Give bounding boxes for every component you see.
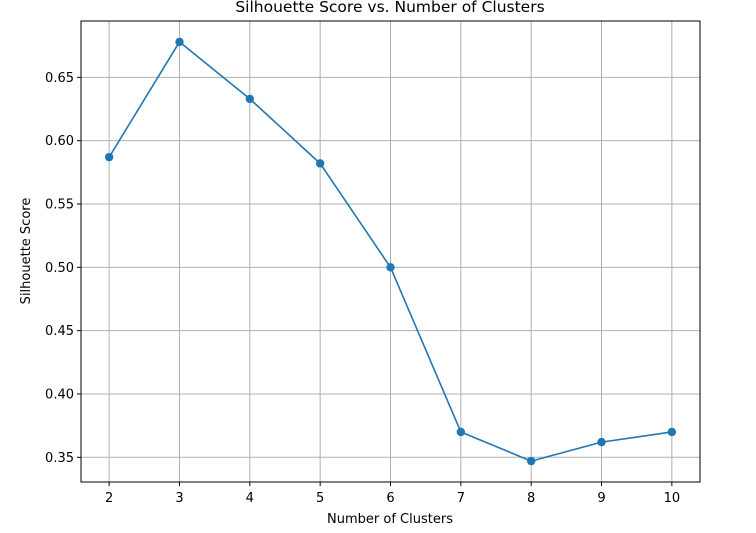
data-point: [526, 456, 536, 466]
x-tick-label: 5: [316, 491, 324, 506]
x-axis-label: Number of Clusters: [327, 512, 453, 527]
x-tick-label: 2: [105, 491, 113, 506]
x-tick-label: 8: [527, 491, 535, 506]
data-point: [667, 427, 677, 437]
y-tick-label: 0.60: [45, 134, 74, 149]
x-tick-label: 10: [664, 491, 681, 506]
x-tick-label: 3: [175, 491, 183, 506]
data-point: [315, 159, 325, 168]
x-tick-label: 9: [597, 491, 605, 506]
chart-title: Silhouette Score vs. Number of Clusters: [235, 0, 544, 16]
data-point: [245, 94, 255, 104]
x-tick-label: 6: [386, 491, 394, 506]
y-tick-label: 0.50: [45, 261, 74, 276]
x-axis-ticks: 2 3 4 5 6 7 8 9 10: [105, 482, 680, 506]
data-point: [597, 437, 606, 447]
y-tick-label: 0.65: [45, 71, 74, 86]
x-tick-label: 4: [246, 491, 254, 506]
data-points: [104, 37, 677, 466]
y-tick-label: 0.55: [45, 198, 74, 213]
data-point: [386, 263, 395, 272]
y-axis-ticks: 0.35 0.40 0.45 0.50 0.55 0.60 0.65: [45, 71, 81, 466]
y-axis-label: Silhouette Score: [19, 198, 34, 305]
data-point: [456, 427, 466, 437]
x-tick-label: 7: [457, 491, 465, 506]
y-tick-label: 0.40: [45, 387, 74, 402]
grid-lines: [81, 21, 700, 482]
y-tick-label: 0.35: [45, 451, 74, 466]
data-point: [175, 37, 184, 47]
data-point: [104, 152, 114, 162]
y-tick-label: 0.45: [45, 324, 74, 339]
